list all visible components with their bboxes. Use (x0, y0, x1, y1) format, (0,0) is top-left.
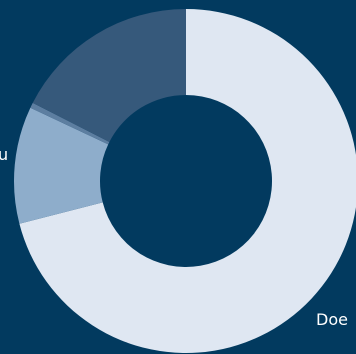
slice-label-does: Doe (316, 310, 348, 329)
donut-slice-2 (13, 107, 109, 224)
donut-slice-4 (32, 9, 186, 142)
slice-label-left-edge: u (0, 145, 8, 164)
donut-slice-3 (30, 102, 110, 145)
donut-slices (13, 9, 356, 353)
donut-slice-1 (19, 9, 356, 353)
